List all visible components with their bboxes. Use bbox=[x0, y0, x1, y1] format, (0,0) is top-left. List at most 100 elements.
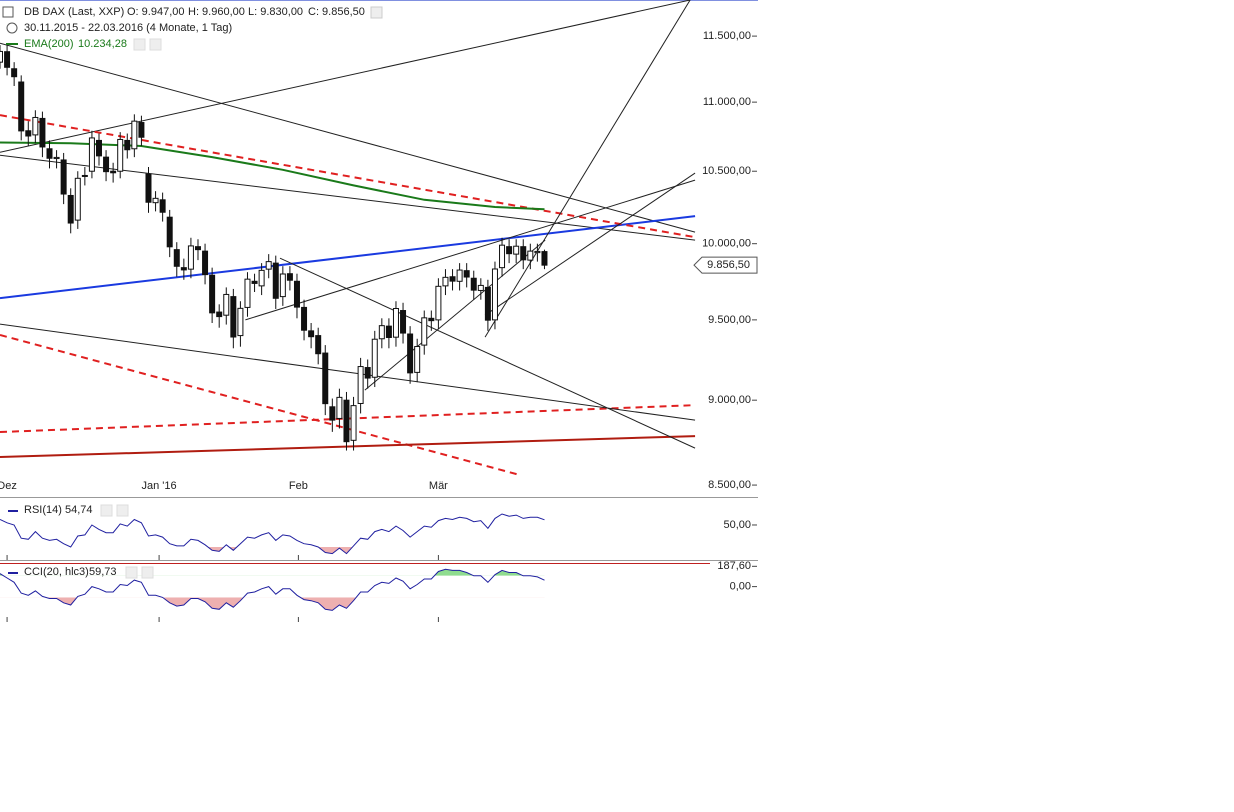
rsi-legend-value: 54,74 bbox=[65, 504, 93, 516]
candle-body bbox=[251, 280, 258, 284]
band-fill bbox=[207, 547, 353, 554]
candle-body bbox=[463, 270, 470, 278]
indicator-line bbox=[0, 568, 545, 611]
indicator-line bbox=[0, 513, 545, 555]
settings-button[interactable] bbox=[133, 38, 146, 51]
settings-button[interactable] bbox=[370, 6, 383, 19]
x-tick-label: Feb bbox=[289, 480, 308, 492]
candle-body bbox=[329, 406, 336, 421]
band-fill bbox=[0, 569, 524, 576]
candle-body bbox=[385, 325, 392, 338]
candle-body bbox=[371, 338, 378, 378]
candle-body bbox=[237, 307, 244, 337]
candle-body bbox=[166, 216, 173, 248]
candle-body bbox=[301, 306, 308, 331]
ema-legend-value: 10.234,28 bbox=[78, 38, 127, 50]
candle-body bbox=[223, 293, 230, 316]
close-button[interactable] bbox=[149, 38, 162, 51]
candle-body bbox=[407, 333, 414, 374]
candle-body bbox=[25, 130, 32, 137]
candle-body bbox=[286, 273, 293, 281]
symbol-icon bbox=[2, 6, 14, 18]
y-tick-label: 0,00 bbox=[730, 581, 751, 593]
ohlc-low: L: 9.830,00 bbox=[248, 6, 303, 18]
candle-body bbox=[364, 367, 371, 379]
candle-body bbox=[293, 280, 300, 308]
candle-body bbox=[117, 138, 124, 172]
candle-body bbox=[110, 170, 117, 174]
candle-body bbox=[272, 262, 279, 299]
y-tick-label: 187,60 bbox=[717, 560, 751, 572]
candle-body bbox=[428, 317, 435, 322]
candle-body bbox=[202, 250, 209, 276]
candle-body bbox=[0, 50, 3, 63]
candle-body bbox=[53, 156, 60, 160]
last-price-tag bbox=[693, 256, 758, 274]
candle-body bbox=[131, 120, 138, 150]
date-range: 30.11.2015 - 22.03.2016 (4 Monate, 1 Tag… bbox=[24, 22, 232, 34]
candle-body bbox=[145, 173, 152, 203]
trend-line bbox=[0, 323, 696, 421]
candle-body bbox=[506, 246, 513, 255]
candle-body bbox=[60, 159, 67, 195]
trend-line bbox=[0, 154, 696, 241]
close-button[interactable] bbox=[116, 504, 129, 517]
clock-icon bbox=[6, 22, 18, 34]
trend-line bbox=[364, 239, 546, 391]
overlay: DB DAX (Last, XXP) O: 9.947,00 H: 9.960,… bbox=[2, 6, 383, 579]
candle-body bbox=[343, 399, 350, 443]
y-tick-label: 9.500,00 bbox=[708, 314, 751, 326]
candle-body bbox=[216, 311, 223, 318]
close-button[interactable] bbox=[141, 566, 154, 579]
candle-body bbox=[308, 330, 315, 338]
y-tick-label: 11.000,00 bbox=[703, 96, 751, 108]
candle-body bbox=[541, 251, 548, 266]
symbol: DB DAX (Last, XXP) bbox=[24, 6, 124, 18]
y-tick-label: 50,00 bbox=[723, 519, 751, 531]
cci-legend-value: 59,73 bbox=[89, 566, 117, 578]
trend-line bbox=[279, 257, 696, 449]
settings-button[interactable] bbox=[100, 504, 113, 517]
candle-body bbox=[421, 317, 428, 346]
candle-body bbox=[88, 137, 95, 172]
candle-body bbox=[350, 405, 357, 441]
trend-line bbox=[0, 333, 521, 477]
candle-body bbox=[392, 308, 399, 338]
ema-legend: EMA(200) bbox=[24, 38, 74, 50]
trend-line bbox=[0, 404, 696, 434]
candle-body bbox=[244, 278, 251, 308]
trend-line bbox=[484, 172, 696, 316]
candle-body bbox=[173, 249, 180, 267]
trend-line bbox=[0, 215, 696, 300]
candle-body bbox=[81, 174, 88, 177]
candle-body bbox=[491, 268, 498, 321]
candle-body bbox=[456, 269, 463, 282]
rsi-legend: RSI(14) bbox=[24, 504, 62, 516]
candle-body bbox=[4, 51, 11, 68]
candle-body bbox=[322, 352, 329, 405]
trend-line bbox=[0, 0, 691, 153]
cci-legend: CCI(20, hlc3) bbox=[24, 566, 89, 578]
y-tick-label: 10.000,00 bbox=[702, 238, 751, 250]
candle-body bbox=[194, 246, 201, 251]
settings-button[interactable] bbox=[125, 566, 138, 579]
candle-body bbox=[470, 277, 477, 291]
candle-body bbox=[484, 286, 491, 321]
trend-line bbox=[0, 114, 696, 239]
y-tick-label: 10.500,00 bbox=[702, 165, 751, 177]
candle-body bbox=[520, 246, 527, 261]
candle-body bbox=[138, 122, 145, 138]
x-tick-label: Mär bbox=[429, 480, 448, 492]
y-tick-label: 9.000,00 bbox=[708, 394, 751, 406]
ohlc-close: C: 9.856,50 bbox=[308, 6, 365, 18]
candle-body bbox=[209, 274, 216, 314]
candle-body bbox=[527, 250, 534, 261]
candle-body bbox=[265, 261, 272, 270]
x-tick-label: Dez bbox=[0, 480, 17, 492]
x-tick-label: Jan '16 bbox=[142, 480, 177, 492]
candle-body bbox=[258, 269, 265, 287]
candle-body bbox=[18, 81, 25, 132]
trend-line bbox=[0, 435, 696, 459]
candle-body bbox=[315, 335, 322, 355]
